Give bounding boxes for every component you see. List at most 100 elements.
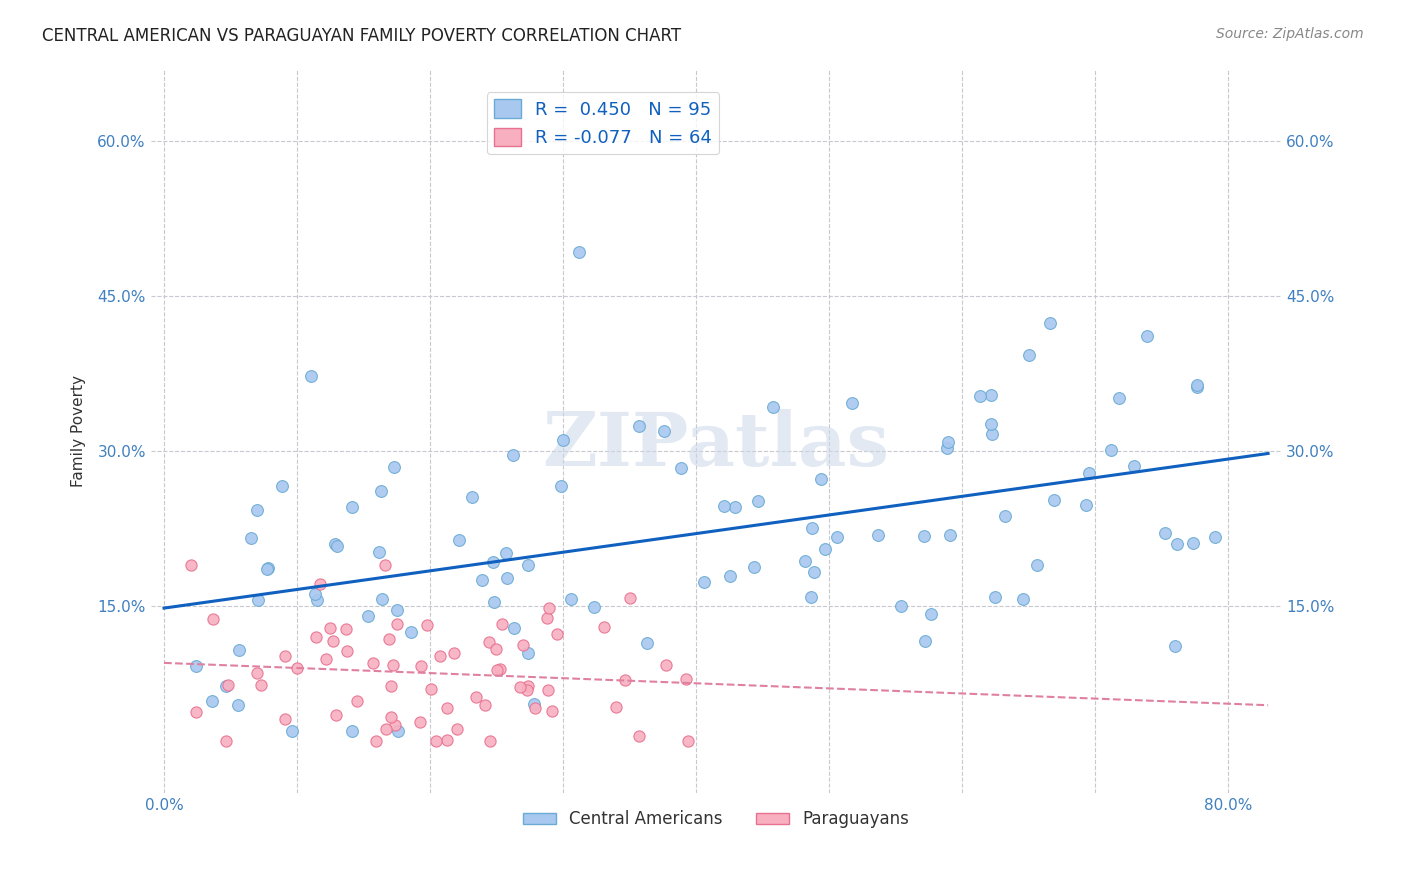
Point [481, 556, 503, 570]
Point [319, 621, 342, 635]
Point [560, 592, 582, 607]
Point [551, 434, 574, 448]
Point [523, 698, 546, 712]
Point [387, 617, 409, 632]
Point [186, 659, 208, 673]
Point [491, 616, 513, 631]
Point [382, 657, 405, 672]
Point [1025, 558, 1047, 573]
Point [368, 545, 391, 559]
Point [436, 701, 458, 715]
Point [274, 648, 297, 663]
Point [980, 388, 1002, 402]
Point [1164, 639, 1187, 653]
Point [1108, 391, 1130, 405]
Point [1076, 498, 1098, 512]
Point [325, 537, 347, 551]
Point [512, 638, 534, 652]
Point [429, 648, 451, 663]
Point [636, 636, 658, 650]
Point [307, 593, 329, 607]
Point [335, 622, 357, 636]
Point [939, 528, 962, 542]
Point [1018, 348, 1040, 362]
Text: CENTRAL AMERICAN VS PARAGUAYAN FAMILY POVERTY CORRELATION CHART: CENTRAL AMERICAN VS PARAGUAYAN FAMILY PO… [42, 27, 682, 45]
Point [619, 591, 641, 606]
Point [250, 678, 273, 692]
Point [315, 651, 337, 665]
Point [523, 701, 546, 715]
Point [425, 734, 447, 748]
Point [655, 657, 678, 672]
Point [325, 708, 347, 723]
Point [1181, 536, 1204, 550]
Point [517, 679, 540, 693]
Point [1204, 530, 1226, 544]
Point [803, 565, 825, 579]
Point [747, 494, 769, 508]
Point [502, 448, 524, 462]
Point [370, 484, 392, 499]
Point [568, 245, 591, 260]
Point [304, 587, 326, 601]
Point [309, 577, 332, 591]
Point [509, 681, 531, 695]
Point [517, 558, 540, 573]
Point [517, 646, 540, 660]
Point [652, 424, 675, 438]
Point [1043, 493, 1066, 508]
Point [794, 553, 817, 567]
Point [841, 396, 863, 410]
Point [356, 608, 378, 623]
Point [718, 569, 741, 583]
Point [628, 729, 651, 743]
Point [503, 621, 526, 635]
Point [592, 620, 614, 634]
Point [371, 591, 394, 606]
Point [342, 500, 364, 514]
Point [890, 599, 912, 614]
Point [217, 678, 239, 692]
Point [378, 632, 401, 646]
Point [409, 715, 432, 730]
Point [541, 704, 564, 718]
Point [920, 607, 942, 622]
Point [1039, 317, 1062, 331]
Point [1154, 525, 1177, 540]
Point [980, 427, 1002, 442]
Point [678, 734, 700, 748]
Point [914, 634, 936, 648]
Point [180, 558, 202, 572]
Point [336, 644, 359, 658]
Point [384, 717, 406, 731]
Point [693, 574, 716, 589]
Text: Source: ZipAtlas.com: Source: ZipAtlas.com [1216, 27, 1364, 41]
Point [326, 539, 349, 553]
Point [342, 723, 364, 738]
Point [1012, 591, 1035, 606]
Point [285, 661, 308, 675]
Point [800, 521, 823, 535]
Point [214, 734, 236, 748]
Point [546, 627, 568, 641]
Point [305, 630, 328, 644]
Point [742, 559, 765, 574]
Point [415, 617, 437, 632]
Point [364, 734, 387, 748]
Point [1078, 466, 1101, 480]
Point [713, 500, 735, 514]
Point [582, 599, 605, 614]
Point [257, 561, 280, 575]
Text: ZIPatlas: ZIPatlas [543, 409, 890, 482]
Y-axis label: Family Poverty: Family Poverty [72, 375, 86, 487]
Point [1136, 329, 1159, 343]
Point [495, 545, 517, 559]
Point [627, 419, 650, 434]
Point [471, 573, 494, 587]
Point [814, 541, 837, 556]
Point [810, 472, 832, 486]
Point [361, 657, 384, 671]
Point [485, 641, 508, 656]
Point [271, 478, 294, 492]
Point [669, 460, 692, 475]
